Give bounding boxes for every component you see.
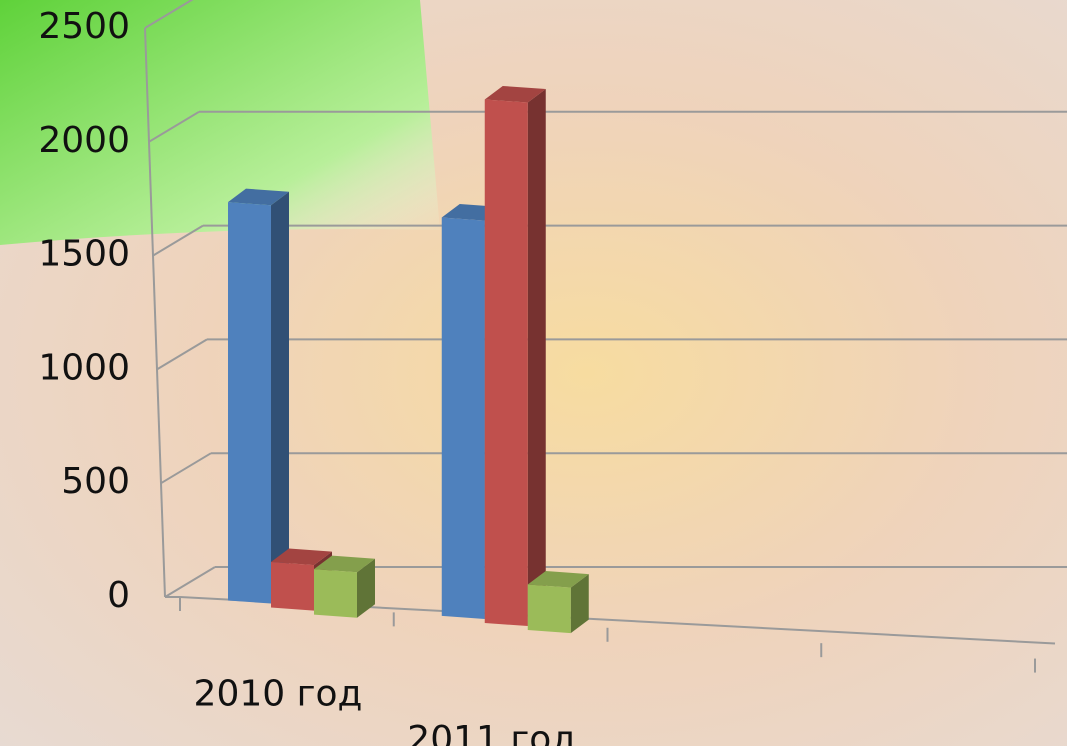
plot-area: 0 500 1000 1500 2000 2500 2010 год 2011 год [38, 0, 1067, 746]
bar-side [527, 89, 546, 627]
bar-front [484, 99, 528, 627]
background-decoration [0, 0, 440, 245]
bar-top [228, 188, 289, 206]
bar [314, 555, 375, 618]
bar-side [271, 191, 289, 604]
bar [484, 85, 546, 627]
x-tick-label: 2011 год [407, 719, 576, 746]
y-tick-label: 2000 [38, 120, 130, 161]
bar-top [314, 555, 375, 573]
y-tick-label: 500 [61, 461, 130, 502]
y-tick-label: 1500 [38, 234, 130, 275]
grid-line [156, 338, 208, 371]
bar-top [484, 85, 546, 103]
bar [228, 188, 289, 604]
y-tick-label: 1000 [38, 347, 130, 388]
bar-top [271, 548, 332, 566]
bar-side [357, 558, 375, 618]
bar [527, 571, 589, 634]
grid-line [144, 0, 194, 29]
bar-front [314, 569, 357, 618]
x-tick-label: 2010 год [194, 673, 363, 714]
bar-front [271, 562, 314, 611]
grid-line [164, 566, 216, 598]
y-tick-label: 0 [107, 575, 130, 616]
bar-side [570, 574, 589, 634]
bar-front [527, 584, 571, 634]
bar-front [228, 202, 271, 604]
bar-top [527, 571, 589, 588]
grid-line [148, 110, 200, 143]
grid-line [160, 452, 212, 485]
grid-line [152, 224, 204, 257]
y-tick-label: 2500 [38, 6, 130, 47]
bar-front [441, 217, 485, 619]
y-axis [144, 27, 166, 598]
